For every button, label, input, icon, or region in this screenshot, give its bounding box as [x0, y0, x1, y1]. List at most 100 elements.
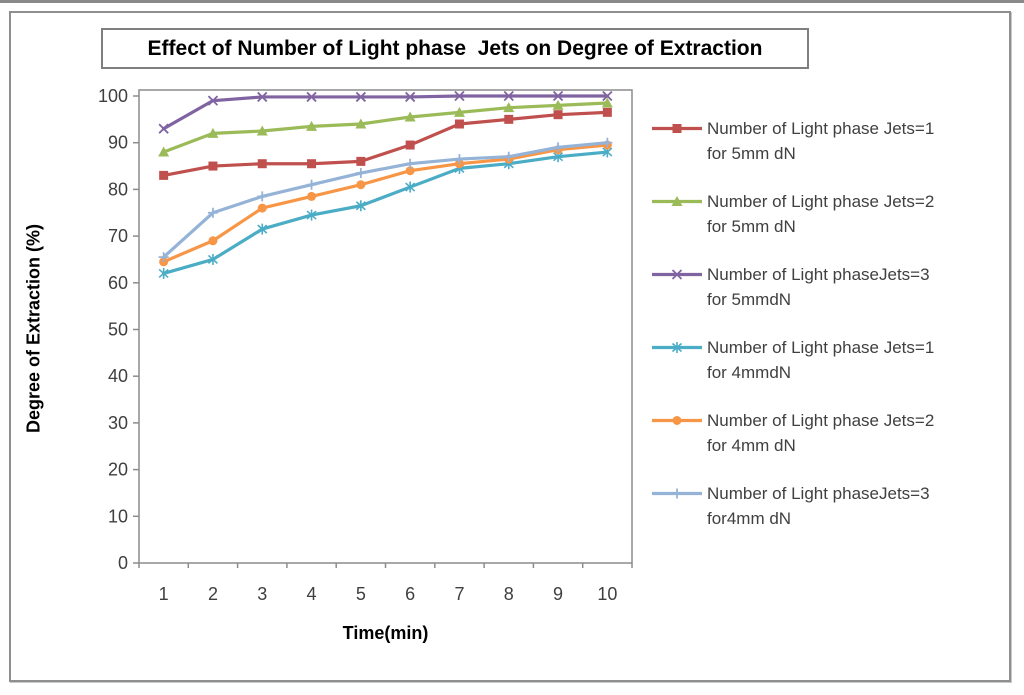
data-point [601, 97, 613, 108]
data-point [208, 161, 218, 171]
data-point [207, 127, 219, 138]
data-point [207, 253, 218, 265]
data-point [207, 207, 218, 218]
data-point [158, 267, 169, 279]
data-point [256, 125, 268, 136]
legend-item-6: Number of Light phaseJets=3 for4mm dN [650, 481, 1018, 531]
data-point [504, 114, 514, 124]
data-point [257, 191, 268, 202]
data-point [159, 170, 169, 180]
data-point [306, 209, 317, 221]
data-point [503, 151, 514, 162]
plot-area: 0 10 20 30 40 50 60 70 80 90 100 1 2 3 4 5 6 7 8 9 10 [98, 86, 633, 604]
data-point [553, 110, 563, 120]
y-axis-title: Degree of Extraction (%) [23, 223, 44, 434]
y-tick-label: 30 [108, 413, 128, 433]
x-tick-label: 8 [504, 584, 514, 604]
x-tick-label: 7 [454, 584, 464, 604]
data-point [158, 252, 169, 263]
data-point [503, 102, 515, 113]
y-tick-label: 90 [108, 133, 128, 153]
series-line-2 [162, 101, 609, 154]
data-point [405, 158, 416, 169]
data-point [307, 191, 317, 201]
data-point [306, 91, 317, 103]
triangle-legend-marker-icon [652, 196, 702, 206]
data-point [405, 91, 416, 103]
legend-label: Number of Light phase Jets=1 for 5mm dN [707, 119, 935, 163]
series-line-5 [162, 143, 609, 264]
x-legend-marker-icon [652, 269, 702, 280]
x-tick-label: 1 [159, 584, 169, 604]
series-6 [158, 137, 613, 263]
data-point [454, 154, 465, 165]
data-point [257, 223, 268, 235]
data-point [552, 99, 564, 110]
x-tick-label: 10 [597, 584, 617, 604]
data-point [453, 106, 465, 117]
data-point [307, 159, 317, 169]
data-point [257, 203, 267, 213]
data-point [454, 90, 465, 102]
circle-legend-marker-icon [652, 416, 702, 425]
series-line-1 [162, 110, 609, 177]
data-point [355, 168, 366, 179]
data-point [208, 236, 218, 246]
series-2 [158, 97, 613, 157]
data-point [553, 142, 564, 153]
series-line-3 [162, 94, 609, 131]
screenshot-top-edge [0, 0, 1024, 3]
chart-title-box: Effect of Number of Light phase Jets on … [101, 28, 809, 69]
legend-label: Number of Light phase Jets=1 for 4mmdN [707, 338, 935, 382]
series-line-4 [162, 150, 609, 276]
series-line-6 [162, 141, 609, 259]
x-tick-label: 3 [257, 584, 267, 604]
legend-label: Number of Light phase Jets=2 for 4mm dN [707, 411, 935, 455]
data-point [602, 90, 613, 102]
data-point [602, 107, 612, 117]
data-point [355, 118, 367, 129]
x-tick-label: 5 [356, 584, 366, 604]
legend-item-3: Number of Light phaseJets=3 for 5mmdN [650, 262, 1018, 312]
square-legend-marker-icon [652, 124, 702, 133]
y-tick-label: 0 [118, 553, 128, 573]
legend-label: Number of Light phaseJets=3 for 5mmdN [707, 265, 930, 309]
data-point [454, 119, 464, 129]
x-tick-label: 6 [405, 584, 415, 604]
series-1 [159, 107, 612, 180]
data-point [404, 111, 416, 122]
data-point [405, 140, 415, 150]
data-point [405, 166, 415, 176]
data-point [602, 137, 613, 148]
y-tick-label: 50 [108, 320, 128, 340]
y-tick-label: 10 [108, 506, 128, 526]
data-point [158, 146, 170, 157]
legend-item-1: Number of Light phase Jets=1 for 5mm dN [650, 116, 1018, 166]
y-tick-label: 70 [108, 226, 128, 246]
x-tick-label: 2 [208, 584, 218, 604]
asterisk-legend-marker-icon [652, 342, 702, 353]
legend: Number of Light phase Jets=1 for 5mm dN N… [650, 116, 1018, 554]
series-3 [158, 90, 613, 134]
data-point [306, 120, 318, 131]
y-tick-label: 100 [98, 86, 128, 106]
data-point [207, 95, 219, 106]
data-point [503, 90, 514, 102]
legend-label: Number of Light phaseJets=3 for4mm dN [707, 484, 930, 528]
data-point [158, 123, 169, 134]
x-tick-label: 4 [307, 584, 317, 604]
y-tick-label: 60 [108, 273, 128, 293]
plus-legend-marker-icon [652, 488, 702, 499]
legend-item-5: Number of Light phase Jets=2 for 4mm dN [650, 408, 1018, 458]
data-point [257, 159, 267, 169]
x-axis-title: Time(min) [342, 623, 429, 643]
data-point [552, 90, 564, 102]
legend-item-4: Number of Light phase Jets=1 for 4mmdN [650, 335, 1018, 385]
chart-outer-frame: Effect of Number of Light phase Jets on … [9, 11, 1011, 682]
y-tick-label: 20 [108, 460, 128, 480]
data-point [257, 91, 268, 103]
legend-item-2: Number of Light phase Jets=2 for 5mm dN [650, 189, 1018, 239]
data-point [405, 181, 416, 193]
chart-title: Effect of Number of Light phase Jets on … [147, 36, 763, 60]
x-tick-label: 9 [553, 584, 563, 604]
